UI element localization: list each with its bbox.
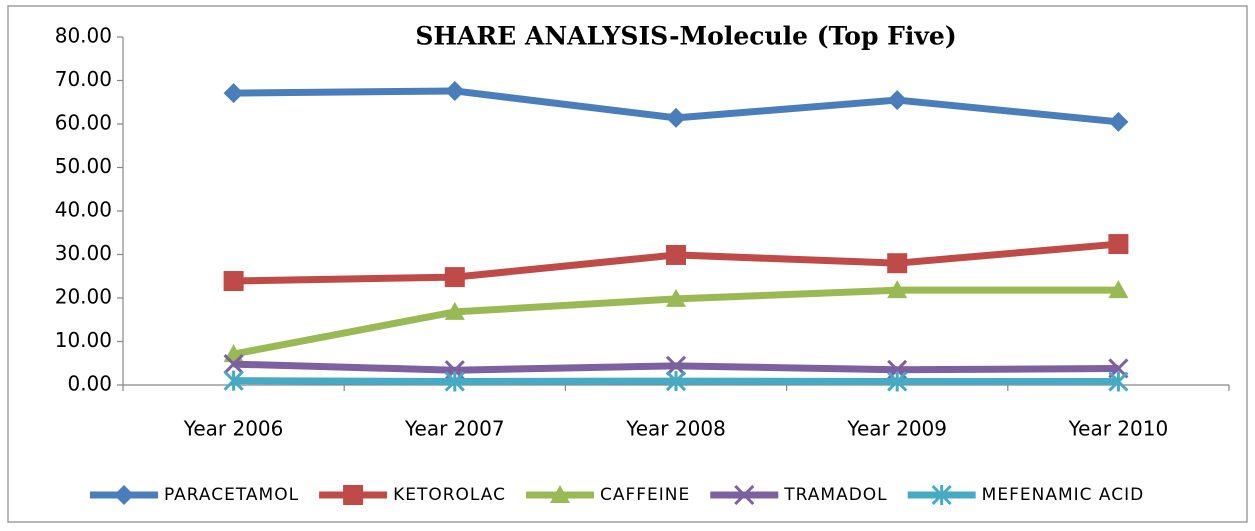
data-point	[444, 80, 465, 101]
data-point	[223, 271, 244, 292]
y-tick-label: 80.00	[55, 24, 112, 48]
y-tick-label: 20.00	[55, 285, 112, 309]
y-tick-label: 60.00	[55, 111, 112, 135]
y-tick-label: 10.00	[55, 328, 112, 352]
data-point	[1108, 280, 1129, 299]
x-tick-label: Year 2008	[625, 417, 726, 441]
data-point	[666, 288, 686, 307]
legend-item: PARACETAMOL	[90, 485, 299, 505]
x-tick-label: Year 2010	[1068, 417, 1169, 441]
legend-marker	[931, 484, 952, 506]
y-tick-label: 70.00	[55, 67, 112, 91]
legend-marker	[114, 485, 134, 505]
data-point	[223, 370, 244, 391]
data-point	[223, 354, 244, 375]
legend-label: KETOROLAC	[393, 485, 506, 505]
data-point	[887, 371, 908, 392]
y-tick-label: 30.00	[55, 241, 112, 265]
data-point	[1108, 234, 1129, 255]
legend-item: CAFFEINE	[526, 485, 690, 505]
legend-item: TRAMADOL	[710, 484, 887, 506]
x-tick-label: Year 2007	[404, 417, 505, 441]
data-point	[1108, 111, 1129, 132]
data-point	[223, 83, 244, 104]
x-tick-label: Year 2009	[846, 417, 947, 441]
legend-label: CAFFEINE	[600, 485, 690, 505]
data-point	[666, 107, 686, 128]
data-point	[665, 371, 687, 392]
legend-label: MEFENAMIC ACID	[982, 485, 1145, 505]
legend-label: PARACETAMOL	[164, 485, 299, 505]
chart-frame	[7, 5, 1248, 523]
data-point	[887, 90, 908, 111]
legend-marker	[343, 485, 364, 505]
y-tick-label: 50.00	[55, 154, 112, 178]
data-point	[666, 244, 686, 265]
data-point	[444, 267, 465, 288]
legend-item: MEFENAMIC ACID	[907, 484, 1145, 506]
x-tick-label: Year 2006	[183, 417, 284, 441]
y-tick-label: 0.00	[67, 372, 112, 396]
legend-marker	[550, 485, 570, 503]
data-point	[1108, 371, 1129, 392]
data-point	[665, 355, 687, 376]
data-point	[444, 371, 465, 392]
data-point	[444, 301, 465, 320]
chart-title: SHARE ANALYSIS-Molecule (Top Five)	[415, 22, 956, 51]
data-point	[887, 253, 908, 274]
y-tick-label: 40.00	[55, 198, 112, 222]
data-point	[887, 280, 908, 299]
legend-label: TRAMADOL	[783, 485, 887, 505]
legend-marker	[734, 484, 755, 506]
legend-item: KETOROLAC	[319, 485, 506, 505]
